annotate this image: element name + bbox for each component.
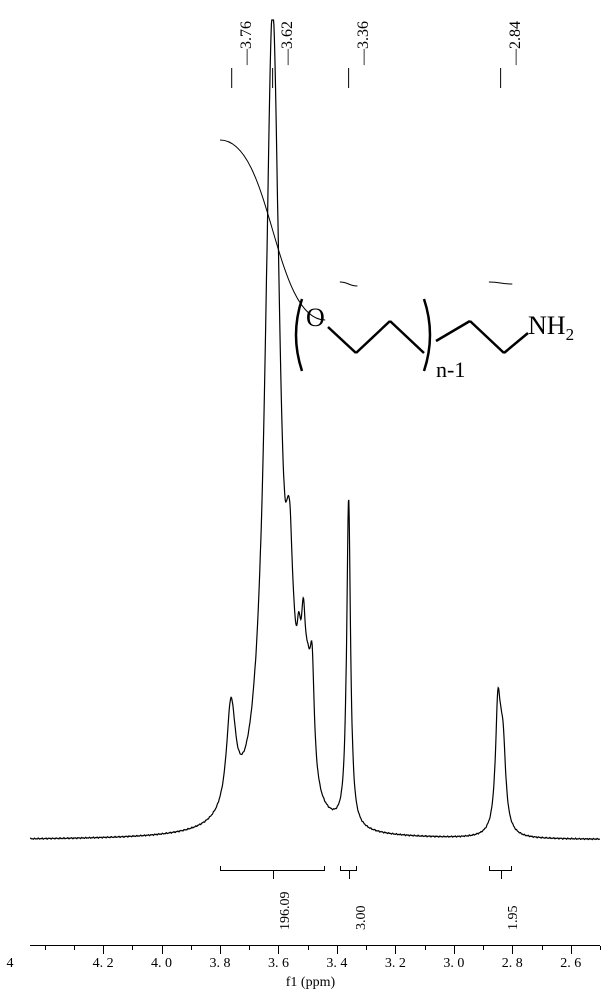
axis-tick-label: 3. 8 <box>210 956 231 972</box>
integral-bracket <box>340 870 358 875</box>
axis-major-tick <box>395 946 396 954</box>
axis-major-tick <box>512 946 513 954</box>
axis-minor-tick <box>74 946 75 950</box>
axis-minor-tick <box>308 946 309 950</box>
axis-major-tick <box>337 946 338 954</box>
axis-minor-tick <box>366 946 367 950</box>
axis-major-tick <box>220 946 221 954</box>
structure-oxygen: O <box>306 303 325 333</box>
axis-tick-label: 4. 2 <box>93 956 114 972</box>
chemical-structure: O n-1 NH2 <box>278 285 588 405</box>
axis-tick-label: 3. 4 <box>326 956 347 972</box>
integral-value: 196.09 <box>278 892 294 931</box>
axis-tick-label: 2. 8 <box>502 956 523 972</box>
axis-tick-label: 4. 0 <box>151 956 172 972</box>
peak-label: —3.76 <box>238 21 256 65</box>
axis-tick-label: 3. 6 <box>268 956 289 972</box>
axis-minor-tick <box>132 946 133 950</box>
peak-label: —3.62 <box>279 21 297 65</box>
structure-amine-nh: NH <box>528 311 566 340</box>
peak-label: —3.36 <box>355 21 373 65</box>
axis-major-tick <box>103 946 104 954</box>
axis-minor-tick <box>600 946 601 950</box>
axis-minor-tick <box>542 946 543 950</box>
axis-minor-tick <box>425 946 426 950</box>
peak-label-ticks <box>0 68 616 168</box>
x-axis-title: f1 (ppm) <box>286 975 335 991</box>
integral-bracket <box>220 870 325 875</box>
axis-tick-label: 3. 2 <box>385 956 406 972</box>
axis-minor-tick <box>483 946 484 950</box>
axis-minor-tick <box>191 946 192 950</box>
axis-major-tick <box>571 946 572 954</box>
axis-minor-tick <box>45 946 46 950</box>
integral-bracket <box>489 870 512 875</box>
structure-repeat-index: n-1 <box>436 357 465 383</box>
integral-value: 1.95 <box>506 906 522 931</box>
axis-major-tick <box>454 946 455 954</box>
axis-major-tick <box>162 946 163 954</box>
peak-label: —2.84 <box>507 21 525 65</box>
axis-tick-label: 2. 6 <box>560 956 581 972</box>
x-axis: 42. 62. 83. 03. 23. 43. 63. 84. 04. 2 <box>30 945 600 975</box>
structure-amine: NH2 <box>528 311 574 345</box>
axis-minor-tick <box>249 946 250 950</box>
axis-tick-label: 4 <box>7 956 14 972</box>
axis-tick-label: 3. 0 <box>443 956 464 972</box>
axis-major-tick <box>278 946 279 954</box>
structure-amine-sub: 2 <box>566 325 575 344</box>
integral-value: 3.00 <box>354 906 370 931</box>
